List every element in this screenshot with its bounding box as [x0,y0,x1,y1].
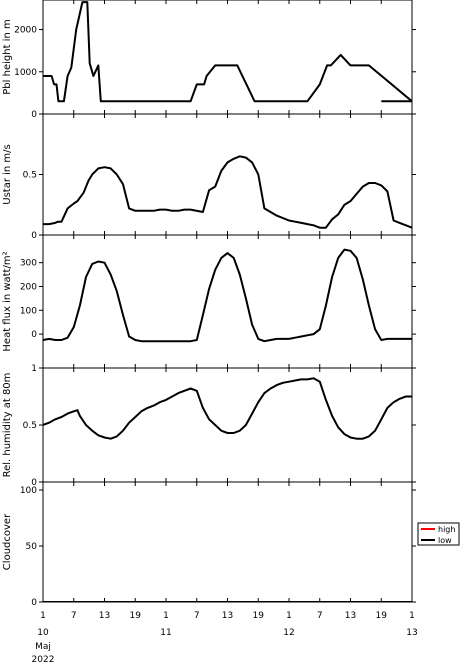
x-tick-label: 19 [253,611,265,621]
series-line [43,248,412,343]
panel-3: 0 100 200 300 Heat flux in watt/m² [2,234,416,369]
x-tick-label: 1 [40,611,46,621]
x-tick-label: 13 [345,611,356,621]
panel-frame [42,234,413,369]
series-line [43,155,412,229]
x-tick-label: 7 [194,611,200,621]
y-tick-label: 2000 [14,26,37,36]
x-tick-label: 13 [99,611,110,621]
legend-label: low [438,536,452,545]
y-tick-label: 0 [31,478,37,488]
y-axis-label: Rel. humidity at 80m [2,373,13,478]
x-tick-label: 13 [222,611,233,621]
y-tick-label: 0.5 [23,421,37,431]
y-tick-label: 50 [26,542,38,552]
y-tick-label: 100 [20,306,37,316]
x-tick-label: 19 [376,611,388,621]
x-tick-label: 7 [71,611,77,621]
y-tick-label: 0 [31,231,37,241]
x-tick-label: 1 [286,611,292,621]
panel-frame [42,481,413,603]
x-tick-label: 1 [409,611,415,621]
date-label: 10 [37,628,49,638]
y-axis-label: Heat flux in watt/m² [2,251,13,351]
y-tick-label: 0 [31,110,37,120]
legend-label: high [438,525,455,534]
date-label: 12 [283,628,294,638]
y-tick-label: 0.5 [23,171,37,181]
date-label: 13 [406,628,417,638]
date-label: 11 [160,628,171,638]
y-tick-label: 300 [20,259,37,269]
x-tick-label: 1 [163,611,169,621]
y-axis-label: Ustar in m/s [2,144,13,204]
panel-frame [42,113,413,236]
x-tick-label: 19 [130,611,142,621]
y-tick-label: 100 [20,486,37,496]
month-label: Maj [35,642,51,652]
y-tick-label: 0 [31,330,37,340]
panel-2: 0 0.5 Ustar in m/s [2,113,416,241]
y-tick-label: 0 [31,598,37,608]
legend: high low [417,522,460,546]
panel-5: 0 50 100 Cloudcover high low [2,481,460,608]
y-tick-label: 1 [31,364,37,374]
panel-frame [42,367,413,483]
y-axis-label: Cloudcover [2,513,13,570]
panel-4: 0 0.5 1 Rel. humidity at 80m [2,364,416,488]
y-tick-label: 200 [20,282,37,292]
y-tick-label: 1000 [14,68,37,78]
series-line [43,377,412,440]
x-tick-label: 7 [317,611,323,621]
year-label: 2022 [32,655,55,664]
series-line [43,1,412,103]
y-axis-label: Pbl height in m [2,19,13,94]
panel-frame [42,0,413,115]
